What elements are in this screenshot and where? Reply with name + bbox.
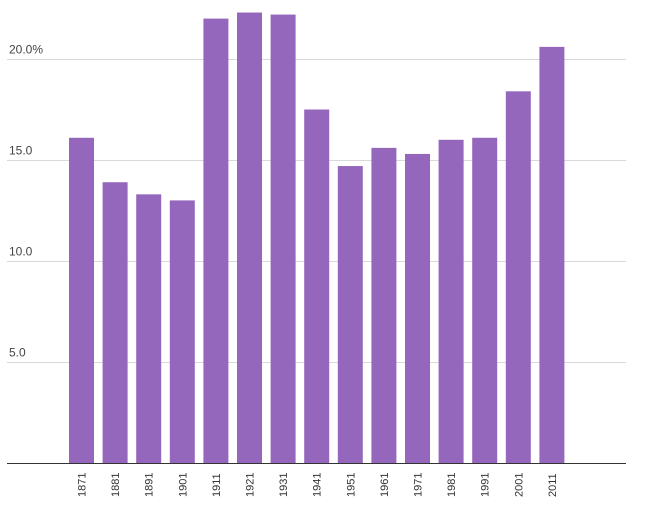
x-tick-labels: 1871 1881 1891 1901 1911 1921 1931 1941 1951 1961… [77,473,559,497]
x-tick-label: 1961 [379,473,391,497]
x-tick-label: 1911 [211,473,223,497]
bar-1961[interactable] [371,147,397,463]
bar-1941[interactable] [304,109,330,464]
bar-1991[interactable] [472,137,498,463]
x-tick-label: 1951 [345,473,357,497]
bar-1901[interactable] [169,200,195,463]
x-tick-label: 1871 [77,473,89,497]
bar-1891[interactable] [136,194,162,463]
x-tick-label: 2001 [513,473,525,497]
x-tick-label: 1891 [144,473,156,497]
x-tick-label: 1991 [480,473,492,497]
x-tick-label: 1931 [278,473,290,497]
x-tick-label: 1971 [413,473,425,497]
bar-1911[interactable] [203,18,229,463]
y-tick-label: 5.0 [9,346,26,360]
x-tick-label: 1901 [177,473,189,497]
x-tick-label: 2011 [547,473,559,497]
bar-2001[interactable] [505,91,531,463]
y-tick-label: 15.0 [9,144,33,158]
bar-1931[interactable] [270,14,296,464]
bar-2011[interactable] [539,46,565,463]
bar-1971[interactable] [405,153,430,463]
bar-1981[interactable] [438,139,464,464]
bar-1881[interactable] [102,182,128,463]
bar-1871[interactable] [69,137,94,463]
x-tick-label: 1941 [312,473,324,497]
x-tick-label: 1981 [446,473,458,497]
x-tick-label: 1921 [245,473,257,497]
x-tick-label: 1881 [110,473,122,497]
y-tick-label: 10.0 [9,245,33,259]
bar-1951[interactable] [337,166,363,463]
bars [69,12,565,464]
y-tick-label: 20.0% [9,43,43,57]
bar-1921[interactable] [237,12,262,463]
